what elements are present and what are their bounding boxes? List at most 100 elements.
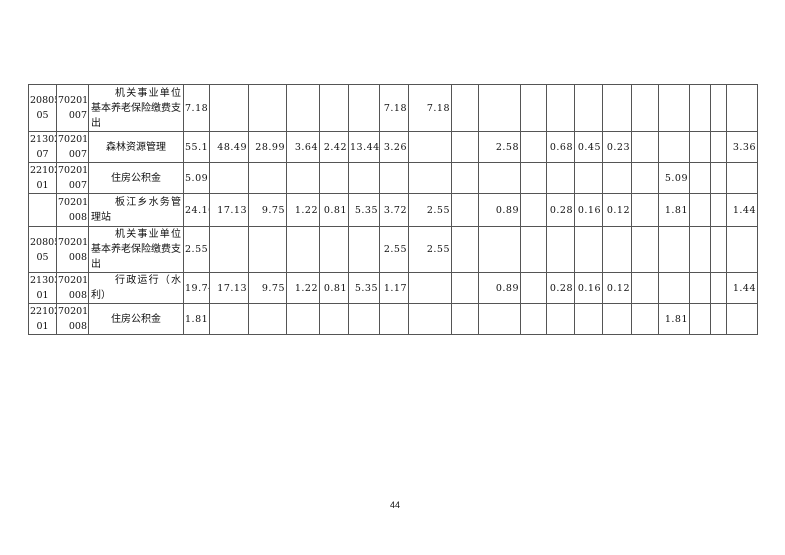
amount-cell <box>658 226 690 273</box>
amount-cell <box>451 84 479 132</box>
amount-cell <box>710 303 727 335</box>
subject-code-cell: 20805 05 <box>28 84 57 132</box>
amount-cell: 1.81 <box>183 303 210 335</box>
code-line: 702016 <box>58 197 89 208</box>
amount-cell <box>546 84 575 132</box>
code-line: 21303 <box>30 275 56 286</box>
item-name-cell: 住房公积金 <box>88 162 184 194</box>
amount-cell: 2.55 <box>183 226 210 273</box>
amount-cell <box>602 162 632 194</box>
amount-cell <box>520 272 547 304</box>
amount-cell <box>689 193 711 227</box>
code-line: 01 <box>36 321 49 332</box>
unit-code-cell: 702016 007 <box>56 131 89 163</box>
amount-cell <box>520 131 547 163</box>
amount-cell <box>726 162 758 194</box>
amount-cell <box>286 84 320 132</box>
amount-cell <box>248 303 287 335</box>
code-line: 702016 <box>58 275 89 286</box>
code-line: 01 <box>36 180 49 191</box>
amount-cell: 17.13 <box>209 193 249 227</box>
amount-cell <box>710 131 727 163</box>
amount-cell <box>248 84 287 132</box>
amount-cell: 0.28 <box>546 193 575 227</box>
code-line: 702016 <box>58 165 89 176</box>
amount-cell <box>451 131 479 163</box>
table-row: 702016 008板江乡水务管理站24.1017.139.751.220.815… <box>28 193 758 227</box>
amount-cell: 3.26 <box>379 131 409 163</box>
unit-code-cell: 702016 007 <box>56 162 89 194</box>
code-line: 008 <box>68 212 87 223</box>
code-line: 07 <box>36 149 49 160</box>
amount-cell <box>726 226 758 273</box>
code-line: 007 <box>68 110 87 121</box>
amount-cell <box>574 84 603 132</box>
amount-cell <box>689 226 711 273</box>
amount-cell <box>209 162 249 194</box>
amount-cell <box>546 303 575 335</box>
amount-cell <box>451 162 479 194</box>
amount-cell <box>286 303 320 335</box>
amount-cell <box>348 162 380 194</box>
amount-cell: 3.36 <box>726 131 758 163</box>
amount-cell: 2.55 <box>408 193 452 227</box>
subject-code-cell: 22102 01 <box>28 162 57 194</box>
amount-cell: 17.13 <box>209 272 249 304</box>
amount-cell <box>286 162 320 194</box>
amount-cell <box>658 272 690 304</box>
amount-cell: 55.11 <box>183 131 210 163</box>
amount-cell: 0.16 <box>574 193 603 227</box>
amount-cell <box>478 162 521 194</box>
amount-cell <box>348 303 380 335</box>
code-line: 05 <box>36 110 49 121</box>
amount-cell <box>478 226 521 273</box>
amount-cell <box>209 226 249 273</box>
amount-cell <box>379 162 409 194</box>
amount-cell <box>689 131 711 163</box>
subject-code-cell: 20805 05 <box>28 226 57 273</box>
amount-cell <box>631 162 659 194</box>
amount-cell <box>689 84 711 132</box>
amount-cell <box>658 131 690 163</box>
amount-cell <box>631 84 659 132</box>
budget-table: 2080505702016007机关事业单位基本养老保险缴费支出7.187.18… <box>28 84 758 335</box>
amount-cell <box>658 84 690 132</box>
unit-code-cell: 702016 008 <box>56 226 89 273</box>
amount-cell: 0.28 <box>546 272 575 304</box>
code-line: 20805 <box>30 236 56 248</box>
subject-code-cell <box>28 193 57 227</box>
amount-cell: 2.55 <box>379 226 409 273</box>
amount-cell <box>319 303 349 335</box>
code-line: 008 <box>68 251 87 263</box>
amount-cell <box>451 303 479 335</box>
amount-cell <box>710 272 727 304</box>
unit-code-cell: 702016 007 <box>56 84 89 132</box>
amount-cell: 0.89 <box>478 193 521 227</box>
amount-cell: 1.22 <box>286 193 320 227</box>
amount-cell <box>348 84 380 132</box>
amount-cell <box>520 84 547 132</box>
amount-cell: 9.75 <box>248 193 287 227</box>
amount-cell <box>379 303 409 335</box>
item-name-cell: 森林资源管理 <box>88 131 184 163</box>
item-name-cell: 板江乡水务管理站 <box>88 193 184 227</box>
amount-cell <box>574 226 603 273</box>
amount-cell <box>710 193 727 227</box>
amount-cell: 3.64 <box>286 131 320 163</box>
item-name-cell: 机关事业单位基本养老保险缴费支出 <box>88 84 184 132</box>
amount-cell <box>602 84 632 132</box>
amount-cell: 24.10 <box>183 193 210 227</box>
amount-cell <box>478 84 521 132</box>
amount-cell <box>520 226 547 273</box>
amount-cell: 2.55 <box>408 226 452 273</box>
code-line: 008 <box>68 290 87 301</box>
amount-cell: 7.18 <box>183 84 210 132</box>
amount-cell <box>319 84 349 132</box>
amount-cell <box>520 193 547 227</box>
amount-cell: 0.12 <box>602 193 632 227</box>
amount-cell <box>574 303 603 335</box>
amount-cell: 5.09 <box>658 162 690 194</box>
amount-cell <box>602 303 632 335</box>
amount-cell: 0.16 <box>574 272 603 304</box>
amount-cell <box>451 272 479 304</box>
